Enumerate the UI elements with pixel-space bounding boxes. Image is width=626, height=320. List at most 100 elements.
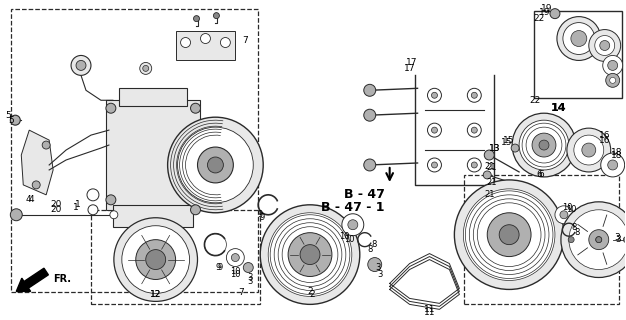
Text: 6: 6: [538, 171, 544, 180]
Circle shape: [364, 159, 376, 171]
Circle shape: [106, 103, 116, 113]
Text: 18: 18: [611, 150, 622, 160]
Text: 12: 12: [150, 290, 162, 299]
Circle shape: [471, 127, 477, 133]
Circle shape: [600, 41, 610, 51]
Text: 9: 9: [260, 213, 265, 222]
Text: 22: 22: [533, 14, 544, 23]
Text: 14: 14: [551, 103, 567, 113]
Text: 2: 2: [309, 290, 315, 299]
Text: 9: 9: [218, 263, 223, 272]
Circle shape: [232, 253, 239, 261]
Text: 10: 10: [230, 270, 240, 279]
Text: 2: 2: [307, 287, 313, 296]
Circle shape: [428, 158, 441, 172]
Circle shape: [178, 127, 254, 203]
Circle shape: [483, 171, 491, 179]
Circle shape: [260, 205, 360, 304]
Text: 15: 15: [503, 136, 515, 145]
Text: B - 47 - 1: B - 47 - 1: [321, 201, 385, 214]
Circle shape: [136, 240, 176, 279]
Circle shape: [454, 180, 564, 289]
Text: 16: 16: [599, 131, 610, 140]
Circle shape: [180, 37, 190, 47]
Text: 10: 10: [230, 267, 240, 276]
Circle shape: [483, 186, 491, 194]
Circle shape: [220, 37, 230, 47]
Text: 20: 20: [51, 205, 62, 214]
Text: 3: 3: [615, 235, 620, 244]
Text: 21: 21: [486, 164, 496, 172]
Circle shape: [143, 65, 149, 71]
Circle shape: [560, 211, 568, 219]
Circle shape: [550, 9, 560, 19]
Circle shape: [122, 226, 190, 293]
Circle shape: [610, 77, 616, 83]
Circle shape: [555, 206, 573, 224]
Text: 5: 5: [6, 111, 11, 120]
Circle shape: [288, 233, 332, 276]
Circle shape: [110, 211, 118, 219]
Circle shape: [428, 123, 441, 137]
Text: 21: 21: [484, 190, 495, 199]
Text: 3: 3: [375, 263, 381, 272]
Circle shape: [32, 181, 40, 189]
Circle shape: [569, 210, 626, 269]
Circle shape: [589, 29, 620, 61]
Circle shape: [268, 213, 352, 296]
Circle shape: [71, 55, 91, 76]
Circle shape: [213, 13, 219, 19]
Circle shape: [468, 88, 481, 102]
Text: 7: 7: [242, 36, 248, 45]
Text: 10: 10: [339, 232, 349, 241]
Circle shape: [10, 209, 23, 221]
Text: 13: 13: [488, 144, 500, 153]
Circle shape: [595, 36, 615, 55]
Circle shape: [364, 84, 376, 96]
Text: 6: 6: [536, 171, 542, 180]
Text: 9: 9: [258, 210, 263, 219]
Text: 10: 10: [566, 205, 576, 214]
Bar: [113, 205, 193, 227]
Text: 5: 5: [8, 116, 14, 125]
Bar: [106, 100, 200, 210]
Circle shape: [568, 237, 574, 243]
Circle shape: [539, 140, 549, 150]
Circle shape: [499, 225, 519, 244]
Circle shape: [146, 250, 166, 269]
Circle shape: [512, 113, 576, 177]
Text: FR.: FR.: [53, 275, 71, 284]
Circle shape: [532, 133, 556, 157]
Circle shape: [571, 31, 587, 46]
Bar: [534, 11, 622, 98]
Text: 10: 10: [562, 203, 572, 212]
Text: 10: 10: [344, 235, 355, 244]
Circle shape: [431, 127, 438, 133]
Circle shape: [623, 237, 626, 243]
Circle shape: [114, 218, 198, 301]
Text: 4: 4: [26, 195, 31, 204]
Circle shape: [431, 162, 438, 168]
Circle shape: [589, 230, 608, 250]
Text: 21: 21: [484, 163, 495, 172]
Text: 3: 3: [248, 273, 253, 282]
Circle shape: [603, 55, 623, 76]
Circle shape: [563, 23, 595, 54]
Circle shape: [76, 60, 86, 70]
Circle shape: [367, 258, 382, 271]
Text: 11: 11: [424, 305, 435, 314]
Circle shape: [574, 135, 603, 165]
Text: 22: 22: [530, 96, 541, 105]
Circle shape: [200, 34, 210, 44]
Text: 20: 20: [51, 200, 62, 209]
Bar: [464, 175, 618, 304]
Circle shape: [485, 150, 494, 160]
Bar: [11, 9, 259, 292]
Text: 17: 17: [404, 64, 415, 73]
Circle shape: [342, 214, 364, 236]
Circle shape: [431, 92, 438, 98]
Circle shape: [468, 158, 481, 172]
Circle shape: [511, 144, 519, 152]
Circle shape: [596, 237, 602, 243]
Circle shape: [606, 73, 620, 87]
